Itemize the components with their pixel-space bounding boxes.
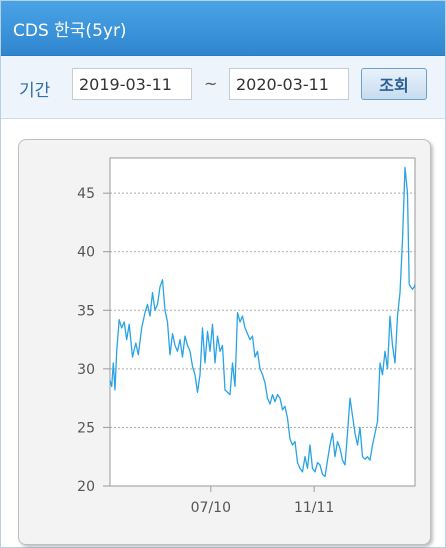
y-tick-label: 35 [77,303,95,319]
widget-title: CDS 한국(5yr) [13,21,127,41]
header-bar: CDS 한국(5yr) [1,1,445,56]
x-tick-label: 11/11 [294,500,334,516]
period-label: 기간 [19,81,51,101]
y-tick-label: 45 [77,186,95,202]
search-button[interactable]: 조회 [361,68,427,100]
cds-line-chart: 20 25 30 35 40 45 07/10 11/11 [77,157,416,516]
y-tick-label: 25 [77,420,95,436]
x-tick-label: 07/10 [191,500,231,516]
y-tick-label: 30 [77,362,95,378]
start-date-input[interactable] [72,68,192,100]
chart-frame: 20 25 30 35 40 45 07/10 11/11 [18,139,431,545]
date-separator: ~ [204,74,218,93]
plot-area [109,157,416,487]
y-tick-label: 40 [77,245,95,261]
period-toolbar: 기간 ~ 조회 [1,56,445,119]
y-tick-label: 20 [77,479,95,495]
end-date-input[interactable] [229,68,349,100]
cds-series-line [109,166,416,478]
